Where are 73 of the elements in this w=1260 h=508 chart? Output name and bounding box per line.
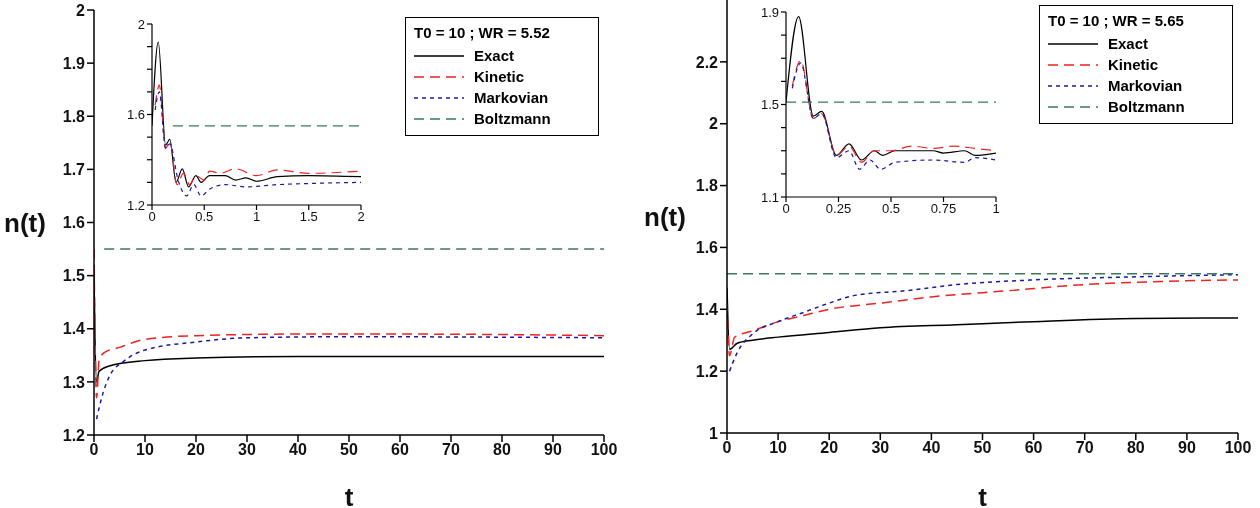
legend-label: Kinetic xyxy=(474,68,525,85)
x-tick-label: 20 xyxy=(187,441,205,459)
x-tick-label: 10 xyxy=(769,439,788,457)
x-tick-label: 100 xyxy=(590,441,618,459)
y-tick-label: 1.9 xyxy=(760,4,779,20)
x-tick-label: 50 xyxy=(973,439,992,457)
line-series xyxy=(727,279,1238,357)
x-tick-label: 10 xyxy=(136,441,154,459)
x-tick-label: 1.5 xyxy=(299,209,318,225)
y-tick-label: 1.4 xyxy=(695,300,719,318)
x-tick-label: 20 xyxy=(820,439,839,457)
x-tick-label: 60 xyxy=(391,441,409,459)
legend-label: Boltzmann xyxy=(474,110,551,127)
y-tick-label: 1.8 xyxy=(695,177,719,195)
y-tick-label: 1.8 xyxy=(62,107,86,125)
x-tick-label: 80 xyxy=(493,441,511,459)
x-axis-title: t xyxy=(978,482,988,508)
y-tick-label: 1.9 xyxy=(62,54,86,72)
x-tick-label: 0 xyxy=(148,209,156,225)
y-tick-label: 1.6 xyxy=(62,214,86,232)
x-tick-label: 0.5 xyxy=(881,201,901,217)
x-tick-label: 30 xyxy=(238,441,256,459)
x-tick-label: 1 xyxy=(992,201,1000,217)
y-tick-label: 1.7 xyxy=(62,161,86,179)
y-tick-label: 1.2 xyxy=(62,426,86,444)
x-tick-label: 40 xyxy=(922,439,941,457)
x-tick-label: 0 xyxy=(89,441,99,459)
legend-title: T0 = 10 ; WR = 5.65 xyxy=(1048,12,1185,29)
legend-label: Boltzmann xyxy=(1108,98,1185,115)
y-axis-title: n(t) xyxy=(644,201,686,232)
line-series xyxy=(154,84,361,186)
y-tick-label: 1 xyxy=(709,424,719,442)
x-tick-label: 80 xyxy=(1126,439,1145,457)
legend-label: Exact xyxy=(474,47,515,64)
legend-label: Markovian xyxy=(1108,77,1183,94)
legend-title: T0 = 10 ; WR = 5.52 xyxy=(414,24,551,41)
y-tick-label: 1.5 xyxy=(760,97,779,113)
x-tick-label: 60 xyxy=(1024,439,1043,457)
x-tick-label: 1 xyxy=(252,209,261,225)
x-tick-label: 0.75 xyxy=(930,201,957,217)
y-tick-label: 2.2 xyxy=(695,53,719,71)
line-series xyxy=(95,335,604,420)
y-tick-label: 1.2 xyxy=(126,197,145,213)
y-tick-label: 2 xyxy=(137,16,145,32)
legend-label: Exact xyxy=(1108,35,1149,52)
y-tick-label: 2 xyxy=(709,115,719,133)
y-tick-label: 1.1 xyxy=(760,189,779,205)
x-tick-label: 0 xyxy=(722,439,732,457)
x-tick-label: 2 xyxy=(357,209,365,225)
y-axis-title: n(t) xyxy=(4,207,46,238)
y-tick-label: 1.6 xyxy=(695,239,719,257)
line-series xyxy=(154,91,361,197)
line-series xyxy=(728,273,1238,372)
x-tick-label: 90 xyxy=(544,441,562,459)
x-tick-label: 0 xyxy=(782,201,790,217)
y-tick-label: 1.6 xyxy=(126,107,145,123)
y-tick-label: 2 xyxy=(76,1,86,19)
x-tick-label: 0.25 xyxy=(825,201,852,217)
legend-label: Kinetic xyxy=(1108,56,1159,73)
legend-label: Markovian xyxy=(474,89,549,106)
y-tick-label: 1.5 xyxy=(62,267,86,285)
y-tick-label: 1.4 xyxy=(62,320,86,338)
x-axis-title: t xyxy=(344,482,354,508)
x-tick-label: 40 xyxy=(289,441,307,459)
x-tick-label: 30 xyxy=(871,439,890,457)
x-tick-label: 70 xyxy=(1075,439,1094,457)
y-tick-label: 1.3 xyxy=(62,373,86,391)
x-tick-label: 50 xyxy=(340,441,358,459)
x-tick-label: 0.5 xyxy=(195,209,214,225)
x-tick-label: 100 xyxy=(1224,439,1252,457)
x-tick-label: 70 xyxy=(442,441,460,459)
y-tick-label: 1.2 xyxy=(695,362,719,380)
x-tick-label: 90 xyxy=(1178,439,1196,457)
